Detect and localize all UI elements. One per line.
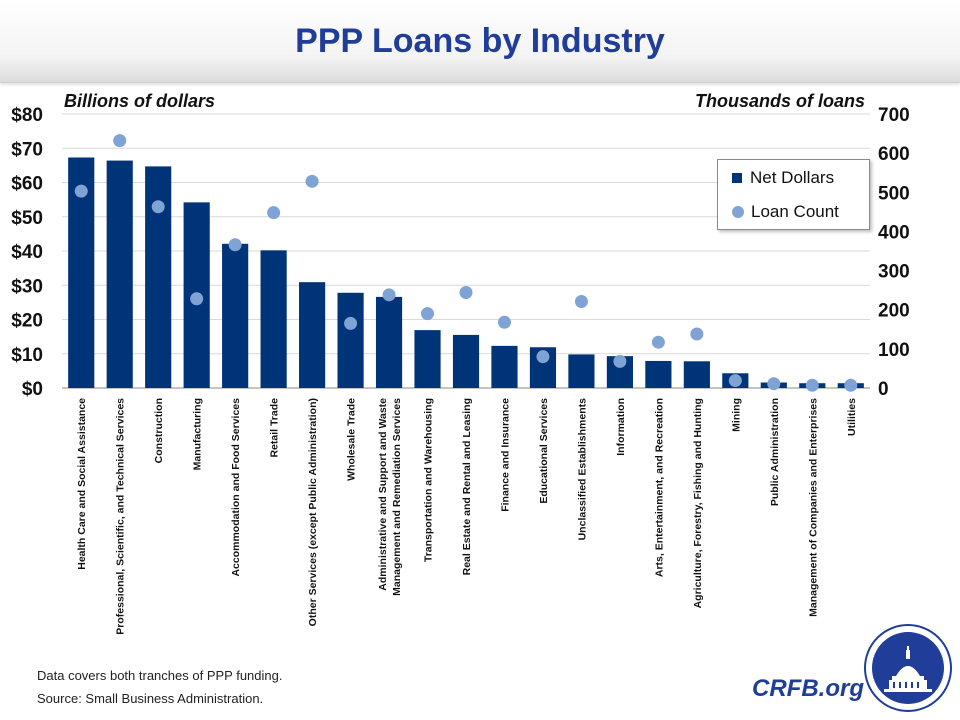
x-tick-label: Other Services (except Public Administra… (307, 398, 319, 626)
page-title: PPP Loans by Industry (295, 22, 665, 60)
y2-tick-label: 100 (878, 340, 910, 361)
dot-point (421, 307, 435, 321)
legend-item-net-dollars: Net Dollars (732, 166, 834, 190)
y2-tick-label: 700 (878, 105, 910, 126)
source-note: Source: Small Business Administration. (37, 691, 264, 706)
bar (452, 334, 480, 388)
y-tick-label: $20 (11, 311, 43, 332)
x-tick-label: Wholesale Trade (346, 398, 358, 481)
bar (645, 360, 672, 388)
dot-point (651, 335, 665, 349)
bar (222, 243, 249, 388)
right-axis-title: Thousands of loans (695, 91, 866, 111)
y2-tick-label: 200 (878, 301, 910, 322)
x-tick-label: Utilities (846, 398, 858, 436)
y2-tick-label: 0 (878, 379, 889, 400)
dot-point (382, 288, 396, 302)
x-tick-label: Finance and Insurance (499, 398, 511, 512)
dot-point (190, 292, 204, 306)
chart-legend: Net Dollars Loan Count (717, 159, 870, 230)
legend-item-loan-count: Loan Count (732, 200, 839, 224)
x-tick-label: Educational Services (538, 398, 550, 504)
x-tick-label: Real Estate and Rental and Leasing (461, 398, 473, 575)
capitol-logo-inner (872, 632, 944, 704)
brand-link[interactable]: CRFB.org (752, 675, 864, 702)
y-tick-label: $70 (11, 139, 43, 160)
bar (568, 354, 595, 388)
dot-point (344, 316, 358, 330)
legend-bar-swatch (732, 173, 742, 183)
dot-point (728, 374, 742, 388)
left-axis-title: Billions of dollars (64, 91, 216, 111)
dot-point (113, 134, 127, 148)
capitol-icon (884, 646, 932, 692)
bar (414, 330, 441, 388)
bar (491, 345, 518, 388)
dot-point (459, 285, 473, 299)
x-tick-label: Management of Companies and Enterprises (807, 398, 819, 617)
dot-point (574, 294, 588, 308)
y2-tick-label: 400 (878, 222, 910, 243)
capitol-logo (864, 624, 952, 712)
bar (260, 250, 287, 388)
dot-point (767, 377, 781, 391)
dot-point (305, 174, 319, 188)
x-tick-label: Professional, Scientific, and Technical … (115, 398, 127, 635)
bar (375, 296, 403, 388)
x-tick-label: Accommodation and Food Services (230, 398, 242, 577)
bar (683, 361, 710, 388)
bar (299, 282, 326, 388)
bar (337, 292, 364, 388)
x-tick-label: Manufacturing (192, 398, 204, 470)
dot-point (805, 378, 819, 392)
dot-point (844, 378, 858, 392)
header-band: PPP Loans by Industry (0, 0, 960, 83)
dot-point (228, 238, 242, 252)
legend-label-net-dollars: Net Dollars (750, 168, 835, 187)
y-tick-label: $0 (22, 379, 43, 400)
legend-dot-swatch (732, 206, 744, 218)
x-tick-label: Unclassified Establishments (576, 398, 588, 541)
dot-point (536, 350, 550, 364)
y-tick-label: $50 (11, 208, 43, 229)
footnote: Data covers both tranches of PPP funding… (37, 668, 283, 683)
y-tick-label: $60 (11, 174, 43, 195)
dot-point (613, 354, 627, 368)
y2-tick-label: 600 (878, 144, 910, 165)
dot-point (690, 327, 704, 341)
x-tick-label: Management and Remediation Services (391, 398, 403, 596)
x-tick-label: Health Care and Social Assistance (76, 398, 88, 570)
x-tick-label: Construction (153, 398, 165, 463)
y2-tick-label: 500 (878, 183, 910, 204)
x-tick-label: Arts, Entertainment, and Recreation (653, 398, 665, 577)
y-tick-label: $30 (11, 276, 43, 297)
y-tick-label: $10 (11, 345, 43, 366)
x-tick-label: Transportation and Warehousing (423, 398, 435, 562)
dot-point (497, 315, 511, 329)
x-tick-label: Information (615, 398, 627, 456)
y2-tick-label: 300 (878, 262, 910, 283)
bar (145, 166, 172, 388)
legend-label-loan-count: Loan Count (751, 202, 839, 221)
x-tick-label: Administrative and Support and Waste (377, 398, 389, 591)
y-tick-label: $80 (11, 105, 43, 126)
x-tick-label: Agriculture, Forestry, Fishing and Hunti… (692, 398, 704, 608)
bar (106, 160, 133, 388)
x-tick-label: Mining (730, 398, 742, 432)
x-tick-label: Public Administration (769, 398, 781, 506)
dot-point (74, 184, 88, 198)
x-tick-label: Retail Trade (269, 398, 281, 458)
dot-point (267, 206, 281, 220)
y-tick-label: $40 (11, 242, 43, 263)
dot-point (151, 200, 165, 214)
